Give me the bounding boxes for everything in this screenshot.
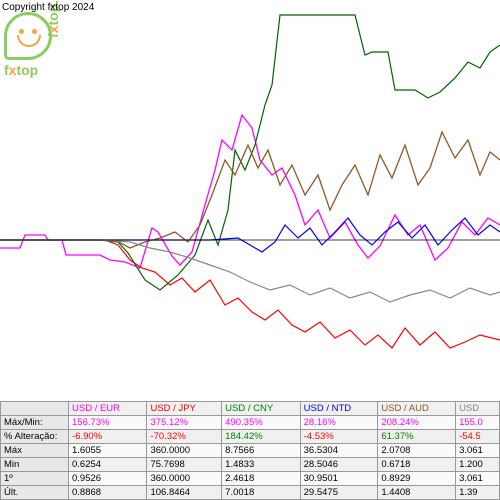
table-cell: 8.7566	[222, 444, 300, 458]
table-cell: -54.5	[456, 430, 500, 444]
table-cell: 0.9526	[69, 472, 147, 486]
table-cell: -70.32%	[147, 430, 222, 444]
table-cell: 184.42%	[222, 430, 300, 444]
row-label: Min	[1, 458, 69, 472]
table-cell: 156.73%	[69, 416, 147, 430]
series-line	[0, 132, 500, 248]
table-cell: 2.0708	[378, 444, 456, 458]
column-header: USD / EUR	[69, 402, 147, 416]
table-cell: 29.5475	[300, 486, 378, 500]
column-header: USD / AUD	[378, 402, 456, 416]
table-cell: 106.8464	[147, 486, 222, 500]
row-label: Máx	[1, 444, 69, 458]
table-cell: 2.4618	[222, 472, 300, 486]
table-cell: 208.24%	[378, 416, 456, 430]
table-cell: -4.53%	[300, 430, 378, 444]
column-header: USD / NTD	[300, 402, 378, 416]
table-cell: 0.6718	[378, 458, 456, 472]
table-cell: 360.0000	[147, 444, 222, 458]
table-cell: 3.061	[456, 472, 500, 486]
series-line	[0, 240, 500, 348]
table-cell: 360.0000	[147, 472, 222, 486]
table-cell: 1.39	[456, 486, 500, 500]
table-cell: 155.0	[456, 416, 500, 430]
table-cell: 1.200	[456, 458, 500, 472]
table-cell: 0.6254	[69, 458, 147, 472]
table-cell: 1.4833	[222, 458, 300, 472]
series-line	[0, 15, 500, 290]
column-header: USD	[456, 402, 500, 416]
series-line	[0, 218, 500, 252]
table-cell: 30.9501	[300, 472, 378, 486]
table-cell: 36.5304	[300, 444, 378, 458]
row-label: 1º	[1, 472, 69, 486]
stats-table: USD / EURUSD / JPYUSD / CNYUSD / NTDUSD …	[0, 401, 500, 500]
table-cell: 490.35%	[222, 416, 300, 430]
column-header: USD / CNY	[222, 402, 300, 416]
table-cell: 375.12%	[147, 416, 222, 430]
table-corner	[1, 402, 69, 416]
table-cell: 0.8929	[378, 472, 456, 486]
table-cell: 1.6055	[69, 444, 147, 458]
table-cell: -6.90%	[69, 430, 147, 444]
row-label: % Alteração:	[1, 430, 69, 444]
table-cell: 7.0018	[222, 486, 300, 500]
table-cell: 75.7698	[147, 458, 222, 472]
column-header: USD / JPY	[147, 402, 222, 416]
copyright-text: Copyright fxtop 2024	[2, 2, 94, 13]
table-cell: 0.8868	[69, 486, 147, 500]
table-cell: 1.4408	[378, 486, 456, 500]
fxtop-logo: fxtop fxtop.com	[4, 12, 52, 78]
series-line	[0, 240, 500, 302]
table-cell: 3.061	[456, 444, 500, 458]
currency-chart	[0, 0, 500, 420]
row-label: Últ.	[1, 486, 69, 500]
row-label: Máx/Min:	[1, 416, 69, 430]
table-cell: 28.5046	[300, 458, 378, 472]
table-cell: 61.37%	[378, 430, 456, 444]
table-cell: 28.16%	[300, 416, 378, 430]
